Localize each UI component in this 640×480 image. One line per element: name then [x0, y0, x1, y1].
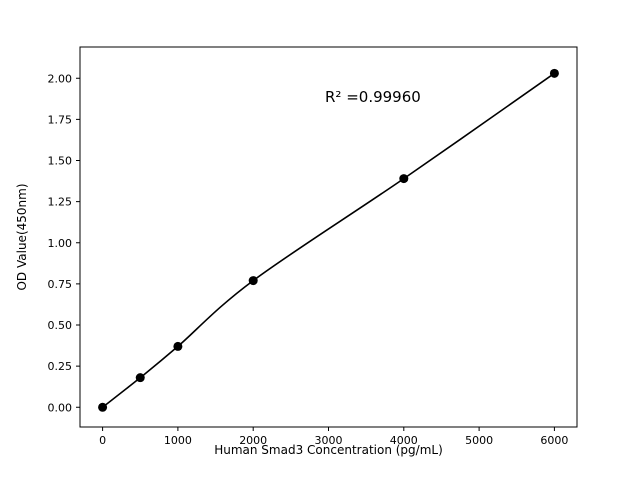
data-point — [135, 373, 145, 383]
y-tick-label: 1.50 — [48, 155, 73, 168]
y-tick-label: 0.25 — [48, 360, 73, 373]
data-point — [248, 276, 258, 286]
x-axis-label: Human Smad3 Concentration (pg/mL) — [214, 443, 443, 457]
y-tick-label: 1.25 — [48, 196, 73, 209]
data-point — [173, 341, 183, 351]
r-squared-annotation: R² =0.99960 — [325, 88, 421, 106]
y-axis-label: OD Value(450nm) — [15, 183, 29, 291]
data-point — [98, 402, 108, 412]
x-tick-label: 4000 — [390, 434, 418, 447]
x-tick-label: 5000 — [465, 434, 493, 447]
x-tick-label: 0 — [99, 434, 106, 447]
y-tick-label: 0.75 — [48, 278, 73, 291]
x-tick-label: 6000 — [540, 434, 568, 447]
x-tick-label: 2000 — [239, 434, 267, 447]
data-point — [549, 68, 559, 78]
y-tick-label: 0.00 — [48, 401, 73, 414]
y-tick-label: 1.75 — [48, 113, 73, 126]
y-tick-label: 2.00 — [48, 72, 73, 85]
data-point — [399, 174, 409, 184]
y-tick-label: 0.50 — [48, 319, 73, 332]
fit-line — [102, 72, 555, 408]
x-tick-label: 1000 — [164, 434, 192, 447]
x-tick-label: 3000 — [315, 434, 343, 447]
y-tick-label: 1.00 — [48, 237, 73, 250]
